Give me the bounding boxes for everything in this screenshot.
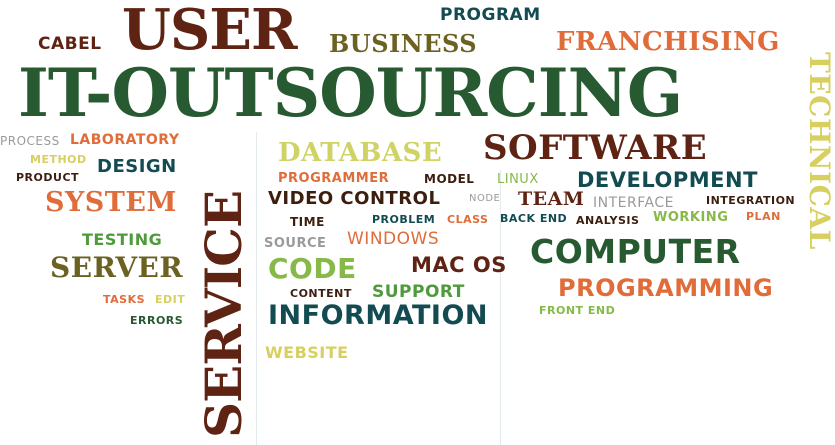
word-design: DESIGN [97, 156, 177, 177]
word-integration: INTEGRATION [706, 194, 796, 207]
word-class: CLASS [447, 213, 489, 226]
word-interface: INTERFACE [593, 195, 674, 211]
word-working: WORKING [653, 210, 729, 225]
word-user: USER [122, 0, 297, 63]
word-plan: PLAN [746, 210, 781, 223]
word-tasks: TASKS [103, 293, 146, 306]
word-testing: TESTING [82, 230, 163, 249]
word-source: SOURCE [264, 236, 327, 251]
word-problem: PROBLEM [372, 213, 436, 226]
word-edit: EDIT [155, 293, 186, 306]
word-model: MODEL [424, 172, 475, 186]
word-computer: COMPUTER [530, 232, 741, 271]
word-information: INFORMATION [268, 300, 489, 331]
word-linux: LINUX [497, 172, 539, 187]
word-laboratory: LABORATORY [70, 132, 180, 148]
word-development: DEVELOPMENT [577, 168, 758, 192]
word-cabel: CABEL [38, 34, 102, 54]
word-database: DATABASE [278, 138, 443, 168]
word-system: SYSTEM [45, 187, 177, 218]
word-front-end: FRONT END [539, 304, 616, 317]
word-time: TIME [290, 215, 325, 229]
word-software: SOFTWARE [483, 128, 708, 168]
word-program: PROGRAM [440, 5, 541, 25]
word-windows: WINDOWS [347, 229, 440, 249]
word-support: SUPPORT [372, 282, 465, 302]
word-process: PROCESS [0, 134, 60, 148]
divider-left [256, 132, 257, 445]
word-node: NODE [469, 193, 501, 204]
word-errors: ERRORS [130, 314, 184, 327]
word-programming: PROGRAMMING [558, 274, 774, 302]
word-product: PRODUCT [16, 171, 80, 184]
word-it-outsourcing: IT-OUTSOURCING [18, 54, 683, 132]
word-mac-os: MAC OS [411, 253, 507, 277]
word-code: CODE [268, 252, 357, 285]
word-team: TEAM [518, 188, 585, 210]
word-back-end: BACK END [500, 212, 568, 225]
word-analysis: ANALYSIS [576, 214, 640, 227]
word-programmer: PROGRAMMER [278, 171, 390, 186]
word-video-control: VIDEO CONTROL [268, 188, 441, 209]
word-business: BUSINESS [329, 29, 478, 58]
word-service: SERVICE [194, 190, 253, 438]
word-content: CONTENT [290, 287, 352, 300]
word-server: SERVER [50, 251, 184, 284]
word-technical: TECHNICAL [803, 52, 835, 250]
word-method: METHOD [30, 153, 87, 166]
word-franchising: FRANCHISING [556, 27, 780, 57]
word-website: WEBSITE [265, 343, 349, 362]
divider-right [500, 170, 501, 445]
